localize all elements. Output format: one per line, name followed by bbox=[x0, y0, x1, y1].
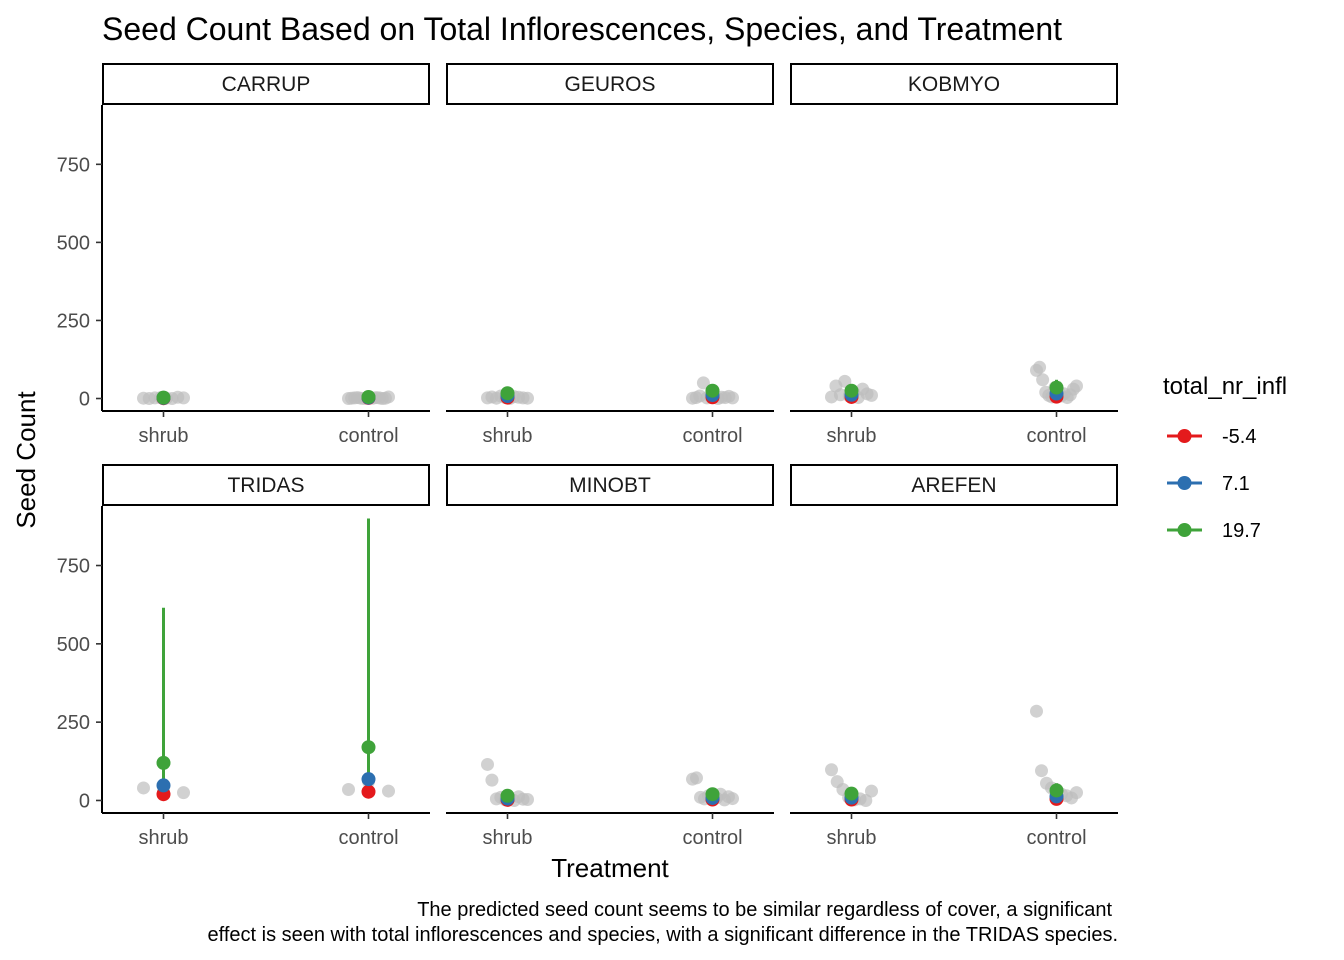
raw-point-minobt-control-1 bbox=[690, 771, 703, 785]
raw-point-tridas-shrub-0 bbox=[137, 781, 150, 795]
pred-point-kobmyo-control-19-7 bbox=[1049, 380, 1064, 395]
raw-point-arefen-shrub-6 bbox=[859, 793, 873, 807]
panel-tridas: TRIDAS 0 250 500 750 shrub control bbox=[57, 464, 430, 849]
pred-point-arefen-control-19-7 bbox=[1049, 783, 1064, 798]
x-axis-title: Treatment bbox=[551, 853, 669, 883]
pred-point-tridas-shrub-7-1 bbox=[156, 778, 171, 793]
legend-label-19-7: 19.7 bbox=[1222, 520, 1261, 542]
pred-point-geuros-shrub-19-7 bbox=[500, 386, 515, 401]
pred-point-kobmyo-shrub-19-7 bbox=[844, 383, 859, 398]
panel-minobt: MINOBT shrub control bbox=[446, 464, 774, 849]
raw-point-arefen-control-1 bbox=[1035, 764, 1048, 778]
panel-carrup: CARRUP 0 250 500 750 shrub control bbox=[57, 63, 430, 447]
strip-label-kobmyo: KOBMYO bbox=[908, 73, 1000, 96]
raw-point-minobt-shrub-9 bbox=[521, 793, 534, 807]
facet-panels: CARRUP 0 250 500 750 shrub control GEUROS shrub c… bbox=[57, 63, 1118, 849]
legend-label-7-1: 7.1 bbox=[1222, 473, 1250, 495]
x-tick-label-arefen-control: control bbox=[1026, 827, 1086, 849]
x-tick-label-kobmyo-shrub: shrub bbox=[826, 425, 876, 447]
y-tick-label-500: 500 bbox=[57, 232, 90, 254]
y-tick-label-0: 0 bbox=[79, 389, 90, 411]
raw-point-arefen-control-8 bbox=[1070, 786, 1083, 800]
raw-point-geuros-shrub-9 bbox=[521, 391, 534, 405]
strip-label-minobt: MINOBT bbox=[569, 474, 651, 497]
legend-key-point-7-1 bbox=[1177, 476, 1192, 490]
strip-label-geuros: GEUROS bbox=[564, 73, 655, 96]
panel-kobmyo: KOBMYO shrub control bbox=[790, 63, 1118, 447]
pred-point-tridas-control-7-1 bbox=[361, 772, 376, 787]
pred-point-tridas-shrub-19-7 bbox=[156, 755, 171, 770]
y-tick-label-250: 250 bbox=[57, 310, 90, 332]
pred-point-tridas-control-19-7 bbox=[361, 740, 376, 755]
x-tick-label-tridas-shrub: shrub bbox=[138, 827, 188, 849]
pred-point-arefen-shrub-19-7 bbox=[844, 786, 859, 801]
panel-arefen: AREFEN shrub control bbox=[790, 464, 1118, 849]
strip-label-arefen: AREFEN bbox=[911, 474, 996, 497]
legend-key-point-19-7 bbox=[1177, 523, 1192, 537]
raw-point-tridas-control-0 bbox=[342, 783, 355, 797]
y-tick-label-750: 750 bbox=[57, 154, 90, 176]
y-tick-label-0: 0 bbox=[79, 790, 90, 812]
raw-point-minobt-shrub-0 bbox=[481, 757, 494, 771]
legend-title: total_nr_infl bbox=[1163, 373, 1287, 400]
pred-point-geuros-control-19-7 bbox=[705, 383, 720, 398]
x-tick-label-minobt-shrub: shrub bbox=[482, 827, 532, 849]
raw-point-kobmyo-control-13 bbox=[1070, 379, 1083, 393]
x-tick-label-kobmyo-control: control bbox=[1026, 425, 1086, 447]
y-axis-title: Seed Count bbox=[11, 391, 41, 529]
caption-line-1: The predicted seed count seems to be sim… bbox=[417, 899, 1112, 921]
raw-point-minobt-shrub-1 bbox=[485, 773, 499, 787]
strip-arefen bbox=[790, 464, 1118, 506]
raw-point-geuros-control-3 bbox=[696, 376, 710, 390]
x-tick-label-tridas-control: control bbox=[338, 827, 398, 849]
raw-point-carrup-control-13 bbox=[382, 390, 395, 404]
raw-point-geuros-control-11 bbox=[726, 391, 739, 405]
legend-label-5-4: -5.4 bbox=[1222, 426, 1256, 448]
pred-point-minobt-shrub-19-7 bbox=[500, 788, 515, 803]
raw-point-minobt-control-10 bbox=[726, 792, 739, 806]
x-tick-label-arefen-shrub: shrub bbox=[826, 827, 876, 849]
pred-point-tridas-control-5-4 bbox=[361, 784, 376, 799]
x-tick-label-carrup-control: control bbox=[338, 425, 398, 447]
legend: total_nr_infl -5.4 7.1 19.7 bbox=[1163, 373, 1287, 542]
y-tick-label-250: 250 bbox=[57, 712, 90, 734]
raw-point-carrup-shrub-7 bbox=[177, 391, 190, 405]
x-tick-label-minobt-control: control bbox=[682, 827, 742, 849]
raw-point-tridas-shrub-2 bbox=[177, 786, 190, 800]
pred-point-carrup-control-19-7 bbox=[361, 389, 376, 404]
panel-geuros: GEUROS shrub control bbox=[446, 63, 774, 447]
strip-label-carrup: CARRUP bbox=[222, 73, 311, 96]
strip-tridas bbox=[102, 464, 430, 506]
raw-point-kobmyo-shrub-3 bbox=[838, 374, 852, 388]
strip-minobt bbox=[446, 464, 774, 506]
y-tick-label-750: 750 bbox=[57, 556, 90, 578]
pred-point-carrup-shrub-19-7 bbox=[156, 390, 171, 405]
caption-line-2: effect is seen with total inflorescences… bbox=[208, 924, 1118, 946]
strip-label-tridas: TRIDAS bbox=[227, 474, 304, 497]
raw-point-arefen-shrub-0 bbox=[825, 763, 838, 777]
raw-point-arefen-shrub-7 bbox=[865, 784, 878, 798]
x-tick-label-geuros-control: control bbox=[682, 425, 742, 447]
x-tick-label-carrup-shrub: shrub bbox=[138, 425, 188, 447]
chart-title: Seed Count Based on Total Inflorescences… bbox=[102, 11, 1062, 47]
strip-kobmyo bbox=[790, 63, 1118, 105]
strip-carrup bbox=[102, 63, 430, 105]
pred-point-minobt-control-19-7 bbox=[705, 787, 720, 802]
x-tick-label-geuros-shrub: shrub bbox=[482, 425, 532, 447]
raw-point-kobmyo-control-1 bbox=[1033, 360, 1047, 374]
y-tick-label-500: 500 bbox=[57, 634, 90, 656]
strip-geuros bbox=[446, 63, 774, 105]
legend-key-point-5-4 bbox=[1177, 429, 1192, 443]
raw-point-tridas-control-2 bbox=[382, 784, 395, 798]
raw-point-kobmyo-shrub-9 bbox=[865, 388, 878, 402]
raw-point-kobmyo-control-2 bbox=[1036, 373, 1050, 387]
raw-point-arefen-control-0 bbox=[1030, 704, 1043, 718]
